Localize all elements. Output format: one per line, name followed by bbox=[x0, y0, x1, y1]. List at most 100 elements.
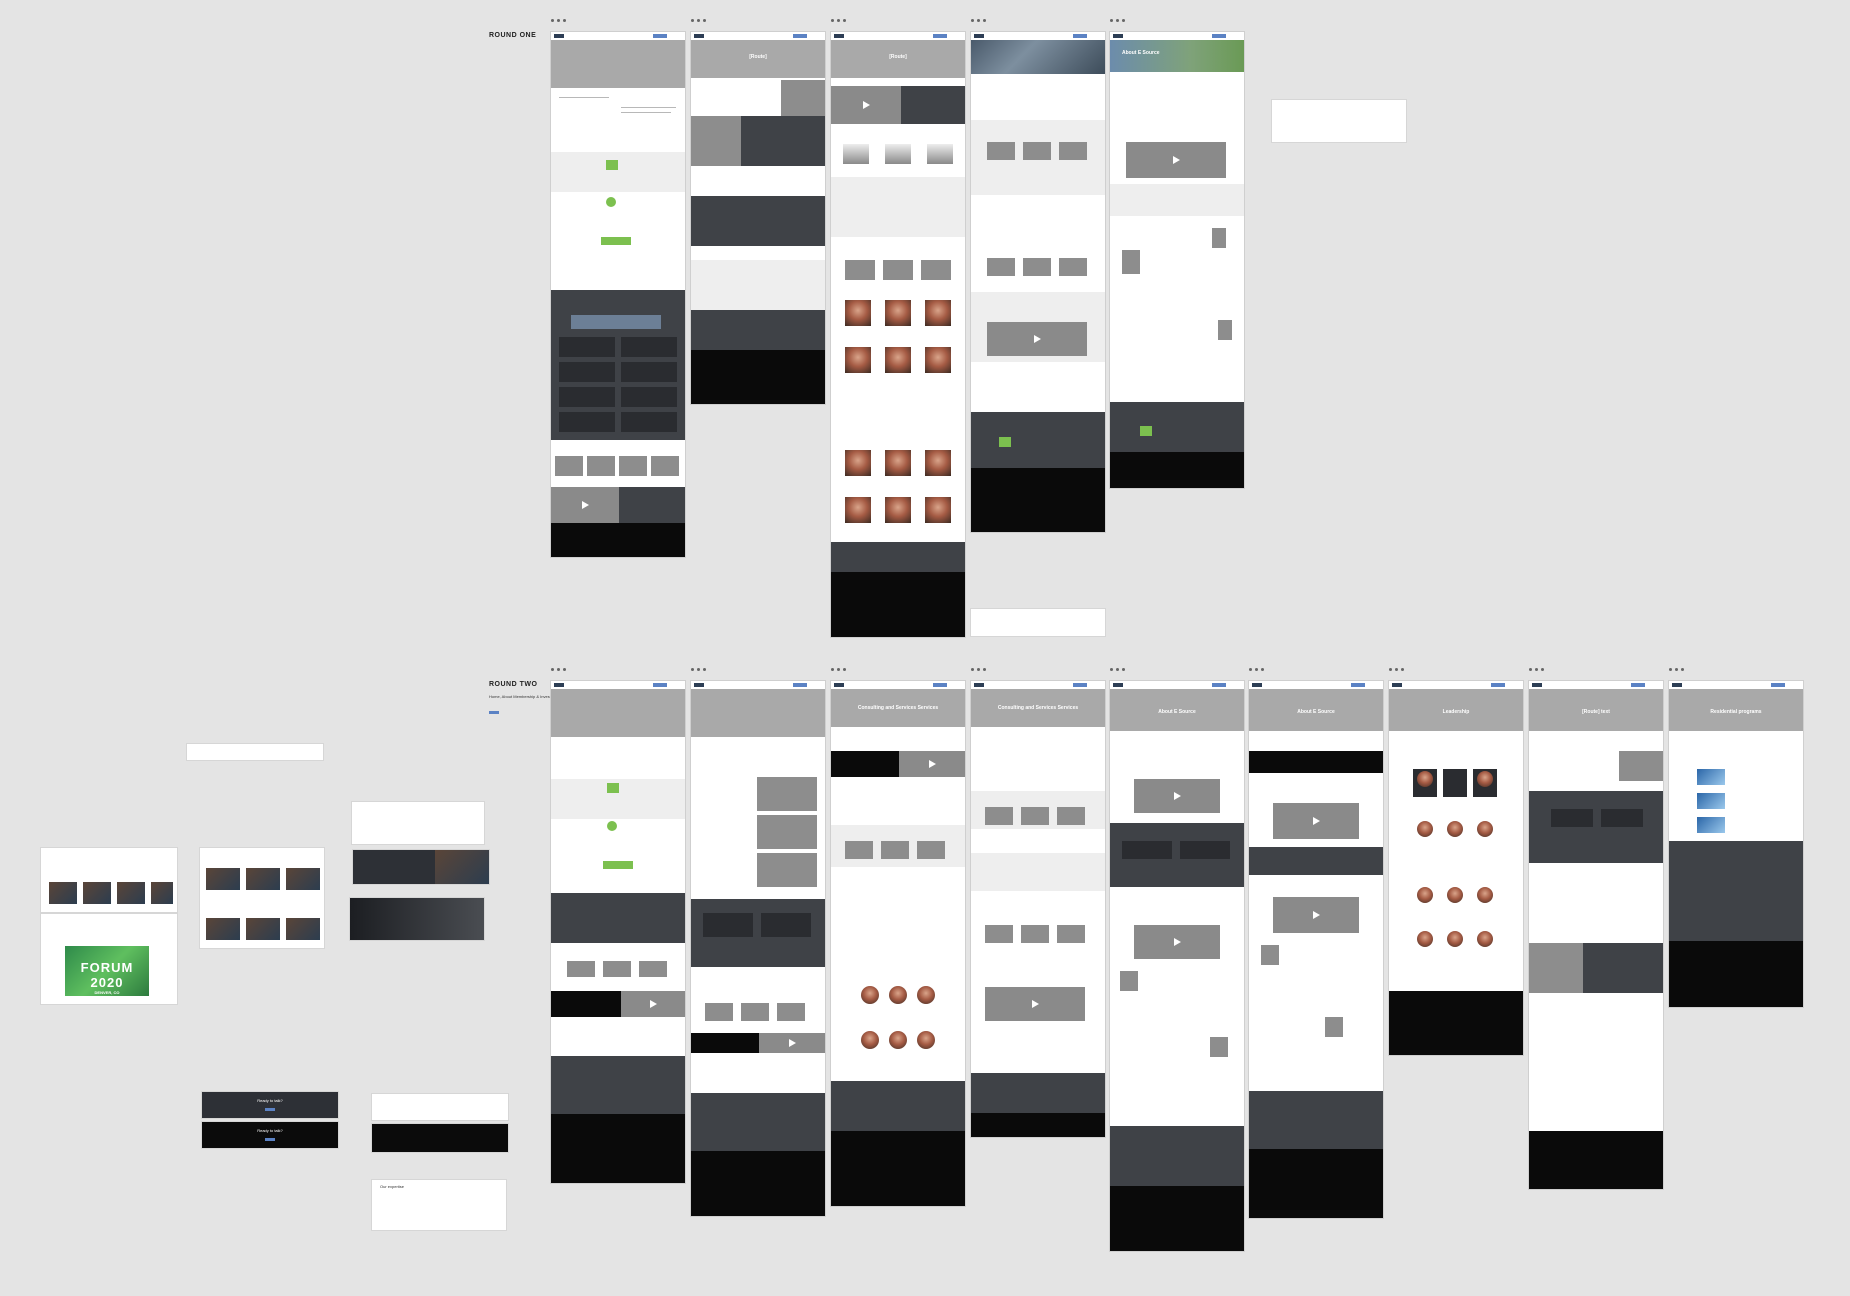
video-player[interactable] bbox=[621, 991, 685, 1017]
footer bbox=[551, 1114, 685, 1183]
hero-title: Consulting and Services Services bbox=[997, 705, 1079, 711]
footer bbox=[1110, 1186, 1244, 1251]
video-player[interactable] bbox=[759, 1033, 825, 1053]
board-dots[interactable] bbox=[1110, 668, 1125, 671]
portrait bbox=[885, 497, 911, 523]
footer bbox=[831, 1131, 965, 1206]
expertise-card[interactable]: Our expertise bbox=[372, 1180, 506, 1230]
cta-block-dark[interactable]: Ready to talk? bbox=[202, 1122, 338, 1148]
forum-subtitle: DENVER, CO bbox=[94, 990, 120, 995]
portrait bbox=[925, 347, 951, 373]
r1-industry-board[interactable] bbox=[971, 32, 1105, 532]
portrait bbox=[1447, 931, 1463, 947]
footer bbox=[1669, 941, 1803, 1007]
hero-title: About E Source bbox=[1158, 709, 1196, 715]
r2-consulting-board-2[interactable]: Consulting and Services Services bbox=[971, 681, 1105, 1137]
board-dots[interactable] bbox=[971, 19, 986, 22]
video-player[interactable] bbox=[971, 609, 1037, 636]
video-player[interactable] bbox=[1273, 803, 1359, 839]
feature-row-dark[interactable] bbox=[372, 1124, 508, 1152]
portrait bbox=[1417, 821, 1433, 837]
portrait bbox=[861, 1031, 879, 1049]
case-study-card[interactable] bbox=[41, 848, 177, 912]
hero-title: Consulting and Services Services bbox=[857, 705, 939, 711]
footer bbox=[1110, 452, 1244, 488]
r1-home-board[interactable] bbox=[551, 32, 685, 557]
portrait bbox=[1417, 771, 1433, 787]
footer bbox=[1389, 991, 1523, 1055]
newsletter-card[interactable] bbox=[352, 802, 484, 844]
portrait bbox=[885, 300, 911, 326]
diagram-icon bbox=[603, 861, 633, 869]
board-dots[interactable] bbox=[1249, 668, 1264, 671]
video-player[interactable] bbox=[831, 86, 901, 124]
round-two-tag bbox=[489, 711, 499, 714]
r1-route-board[interactable]: [Route] bbox=[691, 32, 825, 404]
board-dots[interactable] bbox=[1389, 668, 1404, 671]
forum-title: FORUM 2020 bbox=[80, 960, 134, 990]
r1-about-board[interactable]: About E Source bbox=[1110, 32, 1244, 488]
diagram-icon bbox=[606, 197, 616, 207]
diagram-icon bbox=[601, 237, 631, 245]
board-dots[interactable] bbox=[1110, 19, 1125, 22]
blog-card[interactable] bbox=[200, 848, 324, 948]
portrait bbox=[1447, 887, 1463, 903]
video-player[interactable] bbox=[1134, 779, 1220, 813]
feature-row[interactable] bbox=[372, 1094, 508, 1120]
board-dots[interactable] bbox=[691, 668, 706, 671]
cta-button[interactable] bbox=[265, 1108, 275, 1111]
video-player[interactable] bbox=[899, 751, 965, 777]
r2-about-esource-board[interactable]: About E Source bbox=[1110, 681, 1244, 1251]
board-dots[interactable] bbox=[1669, 668, 1684, 671]
board-dots[interactable] bbox=[551, 668, 566, 671]
portrait bbox=[1417, 887, 1433, 903]
hero-title: [Route] bbox=[749, 54, 767, 60]
round-one-label: ROUND ONE bbox=[489, 32, 537, 39]
r2-about-board[interactable] bbox=[691, 681, 825, 1216]
forum-card[interactable]: FORUM 2020 DENVER, CO bbox=[41, 914, 177, 1004]
video-player[interactable] bbox=[1126, 142, 1226, 178]
r2-route-board[interactable]: [Route] text bbox=[1529, 681, 1663, 1189]
r2-residential-board[interactable]: Residential programs bbox=[1669, 681, 1803, 1007]
r2-home-board[interactable] bbox=[551, 681, 685, 1183]
hero-title: Residential programs bbox=[1710, 709, 1762, 715]
r1-route-board-2[interactable]: [Route] bbox=[831, 32, 965, 637]
board-dots[interactable] bbox=[831, 668, 846, 671]
board-dots[interactable] bbox=[971, 668, 986, 671]
nav-component[interactable] bbox=[187, 744, 323, 760]
hero-title: [Route] text bbox=[1582, 709, 1610, 715]
portrait bbox=[885, 450, 911, 476]
hero-title: About E Source bbox=[1297, 709, 1335, 715]
video-strip[interactable] bbox=[971, 609, 1105, 636]
hero-title: Leadership bbox=[1442, 709, 1470, 715]
board-dots[interactable] bbox=[551, 19, 566, 22]
newsletter-card[interactable] bbox=[1272, 100, 1406, 142]
portrait bbox=[889, 1031, 907, 1049]
r2-about-esource-board-2[interactable]: About E Source bbox=[1249, 681, 1383, 1218]
forum-2020-image: FORUM 2020 DENVER, CO bbox=[65, 946, 149, 996]
video-player[interactable] bbox=[987, 322, 1087, 356]
video-player[interactable] bbox=[1273, 897, 1359, 933]
video-player[interactable] bbox=[985, 987, 1085, 1021]
diagram-icon bbox=[999, 437, 1011, 447]
video-player[interactable] bbox=[1134, 925, 1220, 959]
footer bbox=[691, 350, 825, 404]
video-player[interactable] bbox=[551, 487, 619, 523]
board-dots[interactable] bbox=[831, 19, 846, 22]
cta-button[interactable] bbox=[265, 1138, 275, 1141]
video-banner[interactable] bbox=[353, 850, 489, 884]
portrait bbox=[925, 497, 951, 523]
r2-leadership-board[interactable]: Leadership bbox=[1389, 681, 1523, 1055]
dark-banner[interactable] bbox=[350, 898, 484, 940]
board-dots[interactable] bbox=[691, 19, 706, 22]
hero-title: About E Source bbox=[1122, 50, 1160, 56]
portrait bbox=[917, 1031, 935, 1049]
footer bbox=[551, 523, 685, 557]
board-dots[interactable] bbox=[1529, 668, 1544, 671]
portrait bbox=[889, 986, 907, 1004]
portrait bbox=[925, 300, 951, 326]
cta-block[interactable]: Ready to talk? bbox=[202, 1092, 338, 1118]
round-two-label: ROUND TWO bbox=[489, 681, 538, 688]
r2-consulting-board[interactable]: Consulting and Services Services bbox=[831, 681, 965, 1206]
